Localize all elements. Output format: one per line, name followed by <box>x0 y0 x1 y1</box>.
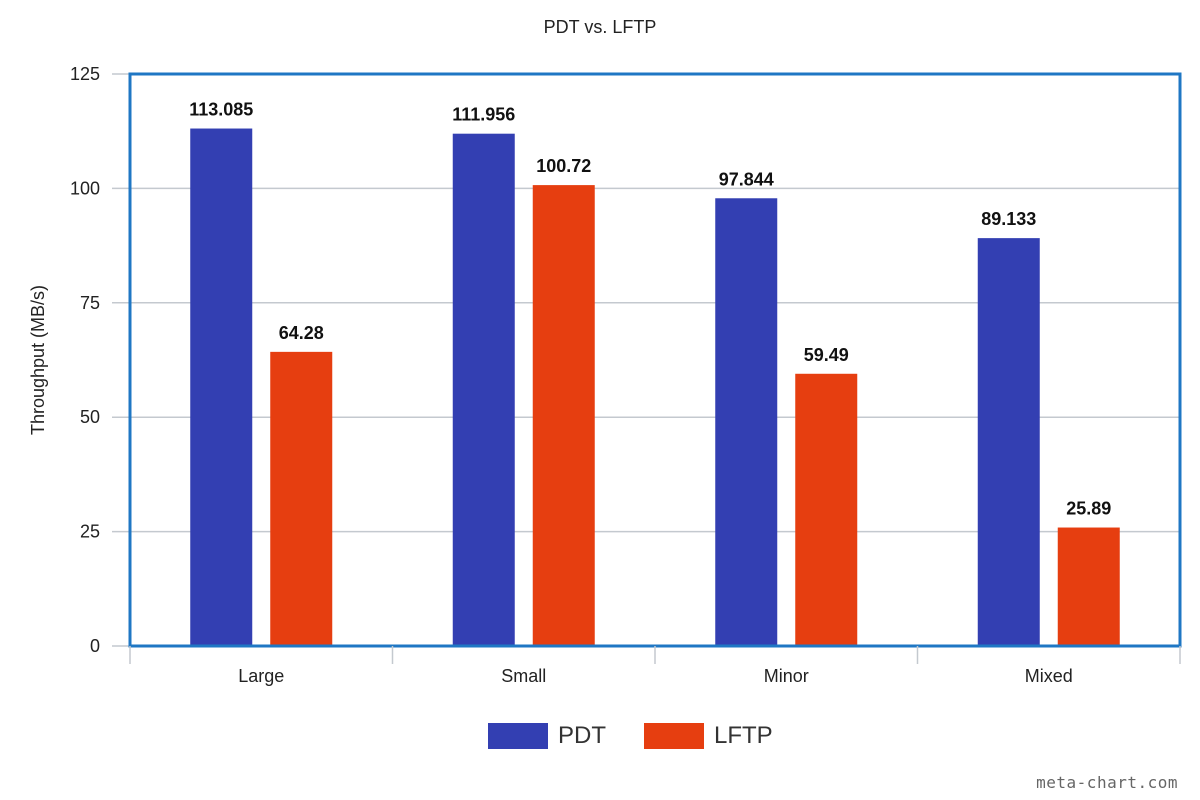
data-label: 100.72 <box>536 156 591 176</box>
bar-lftp-small[interactable] <box>532 185 595 646</box>
x-tick-label: Large <box>238 666 284 686</box>
chart-title: PDT vs. LFTP <box>544 17 657 37</box>
legend-swatch-pdt <box>488 723 548 749</box>
x-tick-label: Small <box>501 666 546 686</box>
bar-pdt-mixed[interactable] <box>977 238 1040 647</box>
y-tick-label: 0 <box>90 636 100 656</box>
bar-lftp-mixed[interactable] <box>1057 527 1120 646</box>
legend-label-lftp: LFTP <box>714 722 773 749</box>
legend-item-pdt[interactable]: PDT <box>488 722 606 750</box>
y-tick-label: 125 <box>70 64 100 84</box>
y-tick-label: 50 <box>80 407 100 427</box>
x-axis: Large Small Minor Mixed <box>129 646 1181 686</box>
bar-pdt-large[interactable] <box>190 128 253 646</box>
data-label: 89.133 <box>981 209 1036 229</box>
legend: PDT LFTP <box>488 722 797 750</box>
legend-swatch-lftp <box>644 723 704 749</box>
data-label: 111.956 <box>452 105 515 125</box>
y-tick-label: 25 <box>80 522 100 542</box>
data-label: 25.89 <box>1066 499 1111 519</box>
data-label: 113.085 <box>189 100 253 120</box>
data-label: 97.844 <box>719 169 774 189</box>
bar-pdt-small[interactable] <box>452 133 515 647</box>
bar-lftp-large[interactable] <box>270 351 333 646</box>
bars <box>190 128 1120 647</box>
watermark: meta-chart.com <box>1036 773 1178 792</box>
data-labels: 113.085 64.28 111.956 100.72 97.844 59.49 89.1… <box>189 100 1111 519</box>
bar-pdt-minor[interactable] <box>715 198 778 646</box>
data-label: 59.49 <box>804 345 849 365</box>
x-tick-label: Mixed <box>1025 666 1073 686</box>
y-axis-label: Throughput (MB/s) <box>28 285 48 435</box>
legend-item-lftp[interactable]: LFTP <box>644 722 773 750</box>
legend-label-pdt: PDT <box>558 722 606 749</box>
x-tick-label: Minor <box>764 666 809 686</box>
bar-lftp-minor[interactable] <box>795 373 858 646</box>
data-label: 64.28 <box>279 323 324 343</box>
y-tick-label: 75 <box>80 293 100 313</box>
y-tick-label: 100 <box>70 178 100 198</box>
y-axis-ticks: 0 25 50 75 100 125 <box>70 64 100 656</box>
